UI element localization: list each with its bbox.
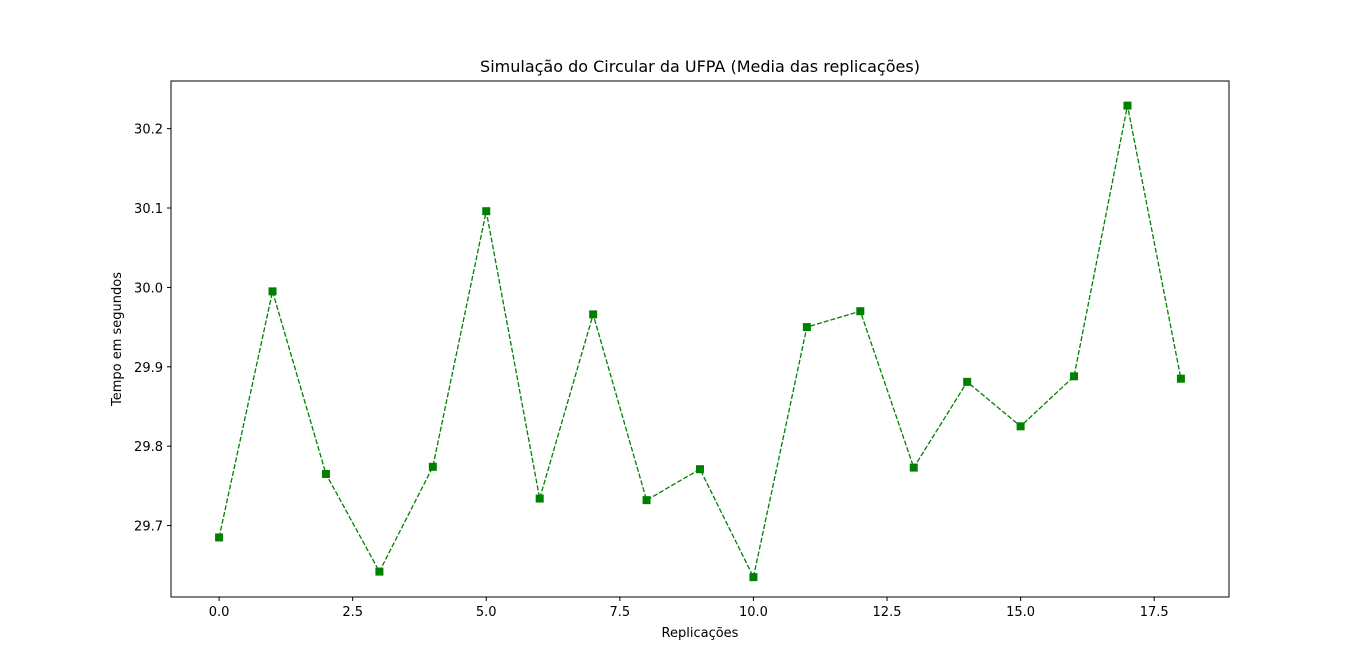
data-point-marker (963, 377, 972, 386)
data-point-marker (268, 287, 277, 296)
y-axis-label: Tempo em segundos (110, 272, 125, 407)
data-point-marker (696, 465, 704, 474)
data-point-marker (642, 496, 651, 505)
x-axis-label: Replicações (662, 626, 739, 641)
x-tick-label: 7.5 (610, 605, 631, 620)
data-point-marker (1070, 372, 1079, 381)
data-point-marker (482, 207, 491, 216)
data-point-marker (856, 307, 865, 316)
y-tick-label: 29.8 (134, 440, 163, 455)
axes-frame (170, 80, 1230, 598)
x-tick-label: 17.5 (1140, 605, 1169, 620)
y-tick-label: 29.7 (134, 520, 163, 535)
data-point-marker (321, 469, 330, 478)
y-axis: 29.7 29.8 29.9 30.0 30.1 30.2 (134, 123, 171, 535)
data-point-marker (589, 310, 598, 319)
data-point-marker (1176, 374, 1185, 383)
x-tick-label: 2.5 (342, 605, 363, 620)
data-point-marker (428, 462, 437, 471)
data-point-marker (375, 567, 384, 576)
x-tick-label: 5.0 (476, 605, 497, 620)
x-tick-label: 0.0 (209, 605, 230, 620)
data-point-marker (1016, 422, 1025, 431)
x-tick-label: 12.5 (873, 605, 902, 620)
y-tick-label: 30.1 (134, 202, 163, 217)
data-point-marker (535, 494, 544, 503)
y-tick-label: 30.0 (134, 281, 163, 296)
data-point-marker (802, 323, 811, 332)
data-point-marker (909, 463, 918, 472)
x-axis: 0.0 2.5 5.0 7.5 10.0 12.5 15.0 17.5 (209, 597, 1169, 620)
chart-title: Simulação do Circular da UFPA (Media das… (480, 57, 920, 76)
x-tick-label: 15.0 (1006, 605, 1035, 620)
data-point-marker (749, 573, 758, 582)
series-layer (215, 101, 1185, 582)
data-point-marker (215, 533, 224, 542)
data-point-marker (1123, 101, 1132, 110)
y-tick-label: 29.9 (134, 361, 163, 376)
x-tick-label: 10.0 (739, 605, 768, 620)
y-tick-label: 30.2 (134, 123, 163, 138)
